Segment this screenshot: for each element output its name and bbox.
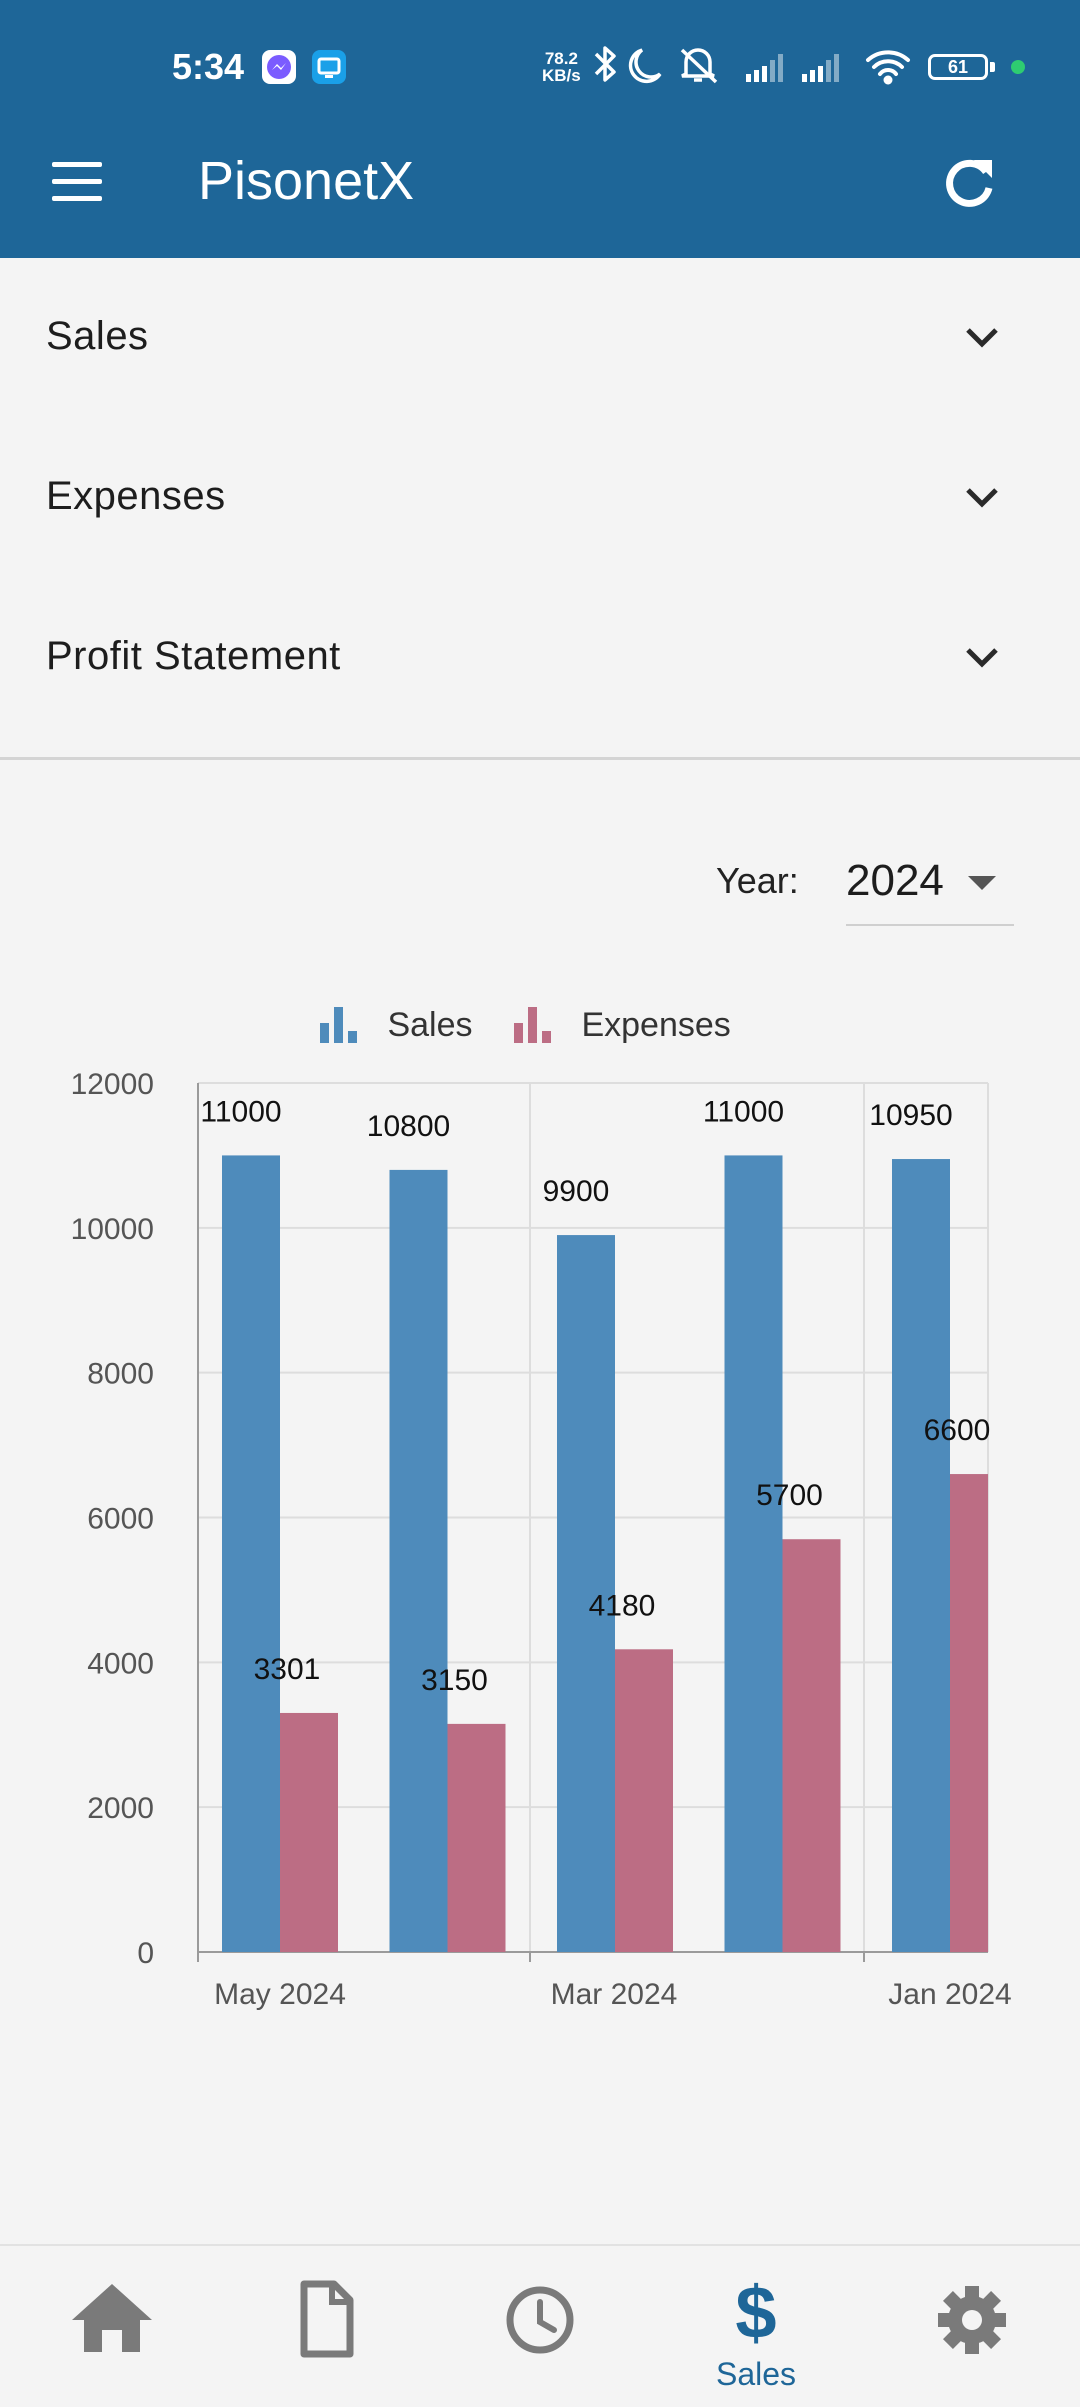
- status-time: 5:34: [172, 46, 245, 87]
- section-divider: [0, 757, 1080, 760]
- muted-bell-icon: [680, 48, 718, 84]
- screen-share-icon: [312, 50, 346, 84]
- data-label: 4180: [589, 1589, 656, 1622]
- accordion-label: Profit Statement: [46, 634, 341, 678]
- accordion-label: Expenses: [46, 474, 226, 518]
- home-icon: [72, 2284, 152, 2352]
- chevron-down-icon: [966, 328, 998, 348]
- document-icon: [300, 2280, 354, 2358]
- menu-icon-bar: [52, 162, 102, 167]
- menu-icon-bar: [52, 196, 102, 201]
- menu-icon-bar: [52, 179, 102, 184]
- signal-strength-icon: [746, 54, 783, 82]
- data-label: 11000: [703, 1095, 784, 1128]
- battery-tip: [990, 62, 995, 72]
- accordion-profit-statement[interactable]: Profit Statement: [0, 578, 1080, 738]
- data-label: 10800: [367, 1110, 450, 1143]
- bar-chart-icon: [514, 1007, 551, 1044]
- menu-button[interactable]: [44, 152, 110, 212]
- bluetooth-icon: [594, 46, 616, 82]
- app-title: PisonetX: [198, 151, 415, 211]
- data-label: 11000: [200, 1095, 281, 1128]
- dropdown-arrow-icon: [968, 876, 996, 890]
- nav-label-sales: Sales: [715, 2356, 797, 2392]
- network-speed-value: 78.2: [544, 49, 578, 68]
- sales-bar: [389, 1169, 448, 1952]
- network-speed-unit: KB/s: [542, 66, 581, 85]
- sales-bar: [724, 1155, 783, 1952]
- privacy-indicator-dot: [1011, 60, 1025, 74]
- sales-bar: [892, 1159, 950, 1952]
- bar-chart-icon: [320, 1007, 357, 1044]
- x-tick-label: Jan 2024: [888, 1978, 1011, 2011]
- nav-history[interactable]: [440, 2246, 640, 2402]
- y-tick-label: 8000: [87, 1358, 154, 1391]
- nav-home[interactable]: [12, 2246, 212, 2402]
- legend-item-sales: Sales: [318, 1004, 473, 1045]
- refresh-button[interactable]: [936, 150, 1002, 216]
- sales-bar: [222, 1155, 280, 1952]
- legend-label: Expenses: [581, 1005, 731, 1044]
- dollar-icon: $: [735, 2271, 776, 2354]
- year-dropdown[interactable]: 2024: [846, 846, 1014, 926]
- status-icons: [590, 40, 920, 95]
- sales-bar: [557, 1235, 615, 1952]
- chevron-down-icon: [966, 648, 998, 668]
- expenses-bar: [782, 1539, 841, 1952]
- year-label: Year:: [716, 860, 799, 901]
- data-label: 3301: [254, 1653, 321, 1686]
- y-tick-label: 2000: [87, 1792, 154, 1825]
- expenses-bar: [447, 1723, 506, 1952]
- messenger-icon: [262, 50, 296, 84]
- data-label: 9900: [543, 1175, 610, 1208]
- bottom-navigation: $ Sales: [0, 2244, 1080, 2402]
- expenses-bar: [950, 1474, 988, 1952]
- refresh-icon: [946, 159, 993, 207]
- data-label: 3150: [421, 1664, 488, 1697]
- nav-documents[interactable]: [224, 2246, 424, 2402]
- data-label: 5700: [756, 1479, 823, 1512]
- expenses-bar: [615, 1649, 673, 1952]
- network-speed: 78.2 KB/s: [542, 50, 581, 84]
- signal-strength-icon: [802, 54, 839, 82]
- legend-item-expenses: Expenses: [512, 1004, 731, 1045]
- y-tick-label: 6000: [87, 1503, 154, 1536]
- expenses-bar: [280, 1712, 338, 1952]
- data-label: 6600: [924, 1414, 991, 1447]
- wifi-icon: [866, 50, 910, 85]
- battery-indicator: 61: [928, 54, 988, 80]
- gear-icon: [938, 2286, 1006, 2354]
- legend-label: Sales: [387, 1005, 473, 1044]
- accordion-label: Sales: [46, 314, 149, 358]
- x-tick-label: Mar 2024: [551, 1978, 678, 2011]
- svg-text:$: $: [735, 2271, 776, 2354]
- chevron-down-icon: [966, 488, 998, 508]
- app-bar: 5:34 78.2 KB/s: [0, 0, 1080, 258]
- x-tick-label: May 2024: [214, 1978, 346, 2011]
- sales-expenses-chart: 0 2000 4000 6000 8000 10000 12000 11000 10800 990…: [71, 1068, 1012, 2011]
- y-tick-label: 0: [137, 1937, 154, 1970]
- history-icon: [506, 2286, 574, 2354]
- nav-settings[interactable]: [872, 2246, 1072, 2402]
- year-value: 2024: [846, 856, 944, 905]
- do-not-disturb-moon-icon: [628, 48, 662, 84]
- nav-sales[interactable]: $ Sales: [656, 2246, 856, 2402]
- y-tick-label: 4000: [87, 1647, 154, 1680]
- accordion-expenses[interactable]: Expenses: [0, 418, 1080, 578]
- y-tick-label: 12000: [71, 1068, 154, 1101]
- y-tick-label: 10000: [71, 1213, 154, 1246]
- accordion-sales[interactable]: Sales: [0, 258, 1080, 418]
- data-label: 10950: [869, 1099, 952, 1132]
